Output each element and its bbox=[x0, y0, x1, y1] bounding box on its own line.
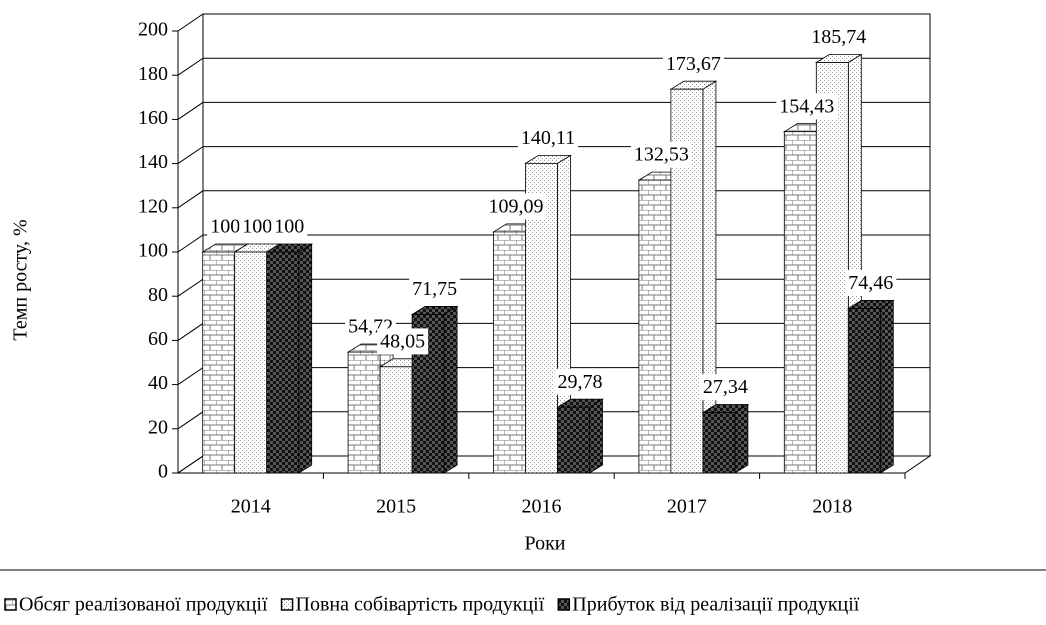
data-label-bg bbox=[239, 213, 276, 240]
legend-label: Прибуток від реалізації продукції bbox=[572, 594, 860, 616]
data-label: 109,09 bbox=[489, 196, 544, 218]
data-label-bg bbox=[409, 276, 461, 303]
data-label-bg bbox=[377, 328, 429, 355]
bar bbox=[265, 243, 314, 474]
data-label: 48,05 bbox=[380, 330, 425, 352]
y-tick-label: 120 bbox=[138, 195, 168, 217]
y-tick-label: 40 bbox=[148, 372, 168, 394]
data-label-bg bbox=[207, 213, 244, 240]
data-label: 100 bbox=[210, 216, 240, 238]
data-label: 173,67 bbox=[666, 53, 721, 75]
data-label-bg bbox=[517, 124, 579, 151]
data-label: 100 bbox=[242, 216, 272, 238]
bar-side bbox=[443, 305, 458, 474]
data-label: 140,11 bbox=[521, 127, 575, 149]
bar-front bbox=[702, 412, 736, 474]
bar-front bbox=[557, 406, 590, 474]
data-label: 29,78 bbox=[558, 371, 603, 393]
bar-side bbox=[879, 299, 894, 474]
grid-line bbox=[177, 13, 930, 32]
y-tick-label: 100 bbox=[138, 240, 168, 262]
bar-front bbox=[847, 308, 881, 474]
bar-front bbox=[815, 62, 849, 474]
legend-swatch bbox=[4, 598, 17, 611]
bar-front bbox=[783, 131, 817, 474]
legend-label: Обсяг реалізованої продукції bbox=[19, 594, 268, 616]
data-label-bg bbox=[699, 374, 751, 401]
bar-front bbox=[266, 251, 300, 474]
bar-front bbox=[347, 351, 381, 474]
data-label-bg bbox=[776, 93, 838, 120]
data-label: 132,53 bbox=[634, 144, 689, 166]
y-tick-label: 140 bbox=[138, 151, 168, 173]
bar bbox=[846, 299, 895, 474]
bar-side bbox=[298, 243, 313, 474]
data-label: 185,74 bbox=[811, 26, 866, 48]
data-label-bg bbox=[808, 24, 870, 51]
bar-front bbox=[234, 251, 268, 474]
data-label: 27,34 bbox=[703, 376, 748, 398]
data-label: 154,43 bbox=[779, 95, 834, 117]
data-label-bg bbox=[271, 213, 308, 240]
legend-label: Повна собівартість продукції bbox=[296, 594, 545, 616]
data-label: 74,46 bbox=[848, 272, 893, 294]
data-label-bg bbox=[845, 270, 897, 297]
bar-front bbox=[202, 251, 236, 474]
bar-front bbox=[493, 231, 526, 474]
x-tick-label: 2018 bbox=[812, 496, 852, 518]
x-axis-label: Роки bbox=[524, 533, 565, 555]
y-axis-label: Темп росту, % bbox=[10, 219, 32, 340]
bar-side bbox=[589, 398, 603, 474]
data-label-bg bbox=[662, 50, 724, 77]
x-tick-label: 2016 bbox=[522, 496, 562, 518]
data-label-bg bbox=[554, 368, 606, 395]
y-tick-label: 180 bbox=[138, 63, 168, 85]
data-label: 71,75 bbox=[412, 278, 457, 300]
data-label-bg bbox=[630, 141, 692, 168]
y-tick-label: 0 bbox=[158, 461, 168, 483]
legend-swatch bbox=[557, 598, 571, 611]
x-tick-label: 2015 bbox=[376, 496, 416, 518]
y-tick-label: 160 bbox=[138, 107, 168, 129]
bar bbox=[814, 53, 863, 474]
bar bbox=[701, 403, 750, 474]
y-tick-label: 80 bbox=[148, 284, 168, 306]
y-tick-label: 20 bbox=[148, 416, 168, 438]
x-tick-label: 2014 bbox=[231, 496, 271, 518]
bar-front bbox=[379, 366, 413, 474]
bar-front bbox=[638, 179, 672, 474]
data-label-bg bbox=[485, 193, 547, 220]
data-label: 100 bbox=[274, 216, 304, 238]
x-tick-label: 2017 bbox=[667, 496, 707, 518]
y-tick-label: 200 bbox=[138, 19, 168, 41]
y-tick-label: 60 bbox=[148, 328, 168, 350]
bar bbox=[556, 398, 604, 474]
legend-swatch bbox=[280, 598, 294, 611]
bar-side bbox=[734, 403, 749, 474]
